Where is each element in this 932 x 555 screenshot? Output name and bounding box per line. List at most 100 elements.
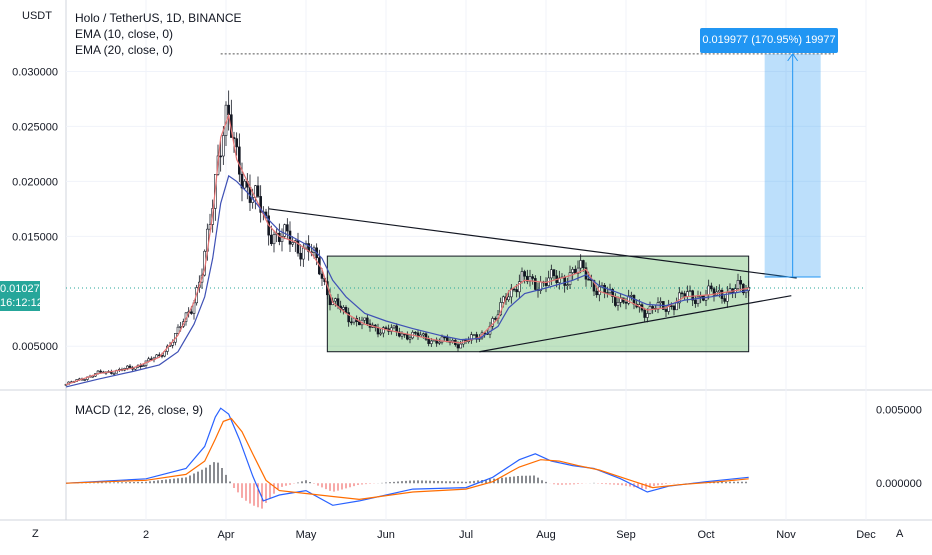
ema-series xyxy=(65,113,749,388)
candle-body xyxy=(515,289,518,293)
y-tick-label: 0.020000 xyxy=(12,176,58,188)
x-tick-label: Jun xyxy=(377,529,395,541)
currency-label: USDT xyxy=(22,10,52,22)
candle-body xyxy=(430,340,433,344)
candle-body xyxy=(568,272,572,286)
candle-body xyxy=(350,321,353,324)
ema-10-label[interactable]: EMA (10, close, 0) xyxy=(75,27,174,41)
candle-body xyxy=(707,285,710,296)
candle-body xyxy=(552,269,556,277)
candle-body xyxy=(518,281,521,293)
candle-body xyxy=(219,155,222,158)
candle-body xyxy=(520,271,524,282)
x-tick-label: Jul xyxy=(459,529,473,541)
chart-legend: Holo / TetherUS, 1D, BINANCE EMA (10, cl… xyxy=(75,10,242,58)
candle-body xyxy=(286,224,289,232)
candle-body xyxy=(624,301,628,304)
macd-axis: 0.005000 0.000000 xyxy=(876,405,922,491)
measure-arrowhead xyxy=(787,52,799,62)
candle-body xyxy=(459,343,462,349)
timezone-button[interactable]: Z xyxy=(32,528,39,540)
candle-body xyxy=(686,291,689,297)
candle-body xyxy=(723,298,726,302)
candle-body xyxy=(240,173,244,189)
candle-body xyxy=(512,288,516,291)
candle-body xyxy=(472,334,476,336)
candle-body xyxy=(456,344,460,349)
macd-label[interactable]: MACD (12, 26, close, 9) xyxy=(75,403,204,417)
ema-line-0 xyxy=(65,113,749,386)
candle-body xyxy=(576,267,580,274)
candle-body xyxy=(675,302,678,311)
candle-body xyxy=(342,307,345,310)
candle-body xyxy=(291,242,294,245)
candle-body xyxy=(238,146,241,175)
candle-body xyxy=(678,292,681,304)
candle-body xyxy=(526,275,529,282)
candle-body xyxy=(531,276,534,279)
candle-body xyxy=(718,289,721,293)
candle-body xyxy=(699,295,702,298)
candle-body xyxy=(150,358,153,361)
y-tick-label: 0.015000 xyxy=(12,231,58,243)
candle-body xyxy=(347,312,350,323)
candle-body xyxy=(523,271,526,277)
candle-body xyxy=(427,339,430,344)
candle-body xyxy=(302,247,305,260)
candle-body xyxy=(544,281,548,286)
candle-body xyxy=(603,285,606,293)
candle-series xyxy=(64,90,750,386)
drawing-layer xyxy=(66,52,866,353)
ema-20-label[interactable]: EMA (20, close, 0) xyxy=(75,43,174,57)
macd-line-0 xyxy=(65,407,749,506)
candle-body xyxy=(424,333,428,340)
symbol-title[interactable]: Holo / TetherUS, 1D, BINANCE xyxy=(75,11,242,25)
candle-body xyxy=(344,307,348,313)
x-tick-label: 2 xyxy=(143,529,149,541)
candle-body xyxy=(128,365,132,368)
candle-body xyxy=(222,135,225,157)
x-tick-label: Dec xyxy=(856,529,876,541)
candle-body xyxy=(736,280,740,290)
candle-body xyxy=(382,327,385,334)
x-tick-label: Apr xyxy=(217,529,234,541)
macd-lines xyxy=(65,407,749,506)
candle-body xyxy=(710,285,713,290)
candle-body xyxy=(659,301,662,304)
last-price-value: 0.010279 xyxy=(0,283,46,295)
candle-body xyxy=(366,317,369,325)
candle-body xyxy=(176,326,180,334)
candle-body xyxy=(563,276,566,286)
candle-body xyxy=(147,358,150,362)
candle-body xyxy=(651,306,654,309)
measure-label[interactable]: 0.019977 (170.95%) 19977 xyxy=(700,28,838,53)
candle-body xyxy=(712,288,716,296)
candle-body xyxy=(278,232,281,242)
candle-body xyxy=(507,296,510,301)
candle-body xyxy=(494,318,497,320)
candle-body xyxy=(534,278,537,290)
candle-body xyxy=(694,299,697,304)
candle-body xyxy=(656,302,660,310)
candle-body xyxy=(550,269,553,279)
candle-body xyxy=(272,234,276,245)
x-tick-label: Sep xyxy=(616,529,636,541)
candle-body xyxy=(579,260,582,269)
candle-body xyxy=(142,365,145,367)
x-tick-label: Oct xyxy=(697,529,714,541)
candle-body xyxy=(280,236,284,242)
candle-body xyxy=(611,289,614,297)
x-tick-label: Nov xyxy=(776,529,796,541)
macd-histogram xyxy=(69,462,747,509)
candle-body xyxy=(595,290,598,296)
auto-scale-button[interactable]: A xyxy=(896,528,904,540)
candle-body xyxy=(443,336,446,339)
candle-countdown: 16:12:12 xyxy=(0,297,43,309)
ascending-trendline xyxy=(479,295,792,353)
candle-body xyxy=(422,333,425,336)
candle-body xyxy=(630,295,633,297)
candle-body xyxy=(728,288,732,293)
candle-body xyxy=(502,296,505,303)
